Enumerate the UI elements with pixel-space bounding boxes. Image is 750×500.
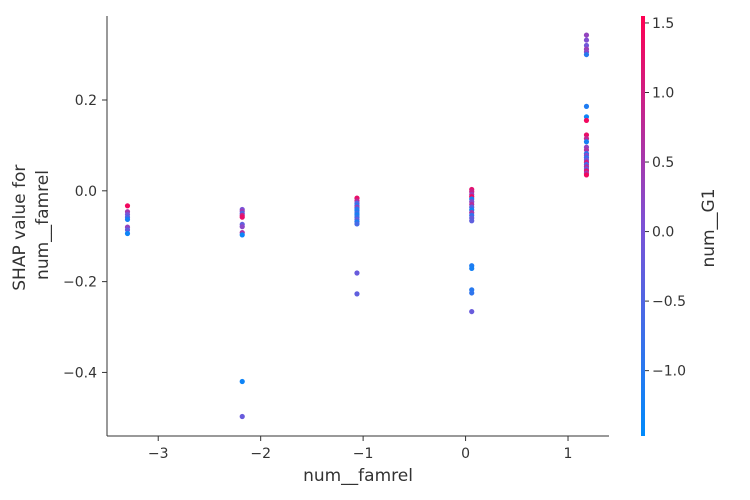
colorbar-tick-label: 0.0 — [652, 225, 674, 241]
x-tick-label: −1 — [353, 446, 374, 462]
scatter-points — [124, 32, 590, 420]
y-tick-label: 0.2 — [75, 93, 97, 109]
scatter-point — [583, 51, 590, 58]
scatter-point — [239, 214, 245, 220]
x-tick-label: −2 — [250, 446, 271, 462]
x-axis-label: num__famrel — [303, 466, 413, 486]
y-tick-label: 0.0 — [75, 184, 97, 200]
y-axis-label: SHAP value for num__famrel — [10, 159, 53, 290]
scatter-point — [583, 147, 590, 153]
y-axis-label-line-1: SHAP value for — [10, 165, 30, 291]
scatter-point — [354, 270, 360, 276]
scatter-point — [469, 290, 475, 296]
scatter-point — [239, 413, 245, 420]
scatter-point — [583, 103, 590, 109]
scatter-point — [124, 230, 131, 237]
colorbar-tick-label: 1.5 — [652, 16, 674, 32]
scatter-point — [583, 37, 590, 43]
colorbar-tick-label: −1.0 — [652, 364, 686, 380]
colorbar-tick-label: 0.5 — [652, 155, 674, 171]
scatter-point — [354, 221, 360, 227]
scatter-point — [239, 378, 245, 385]
scatter-point — [583, 117, 590, 124]
colorbar-gradient — [641, 16, 645, 436]
y-tick-label: −0.4 — [63, 365, 97, 381]
scatter-point — [583, 139, 590, 145]
scatter-point — [124, 227, 131, 233]
scatter-point — [469, 265, 475, 272]
scatter-point — [124, 216, 131, 223]
scatter-point — [583, 114, 590, 120]
scatter-point — [239, 232, 245, 238]
y-tick-label: −0.2 — [63, 275, 97, 291]
scatter-point — [469, 218, 475, 224]
colorbar-label: num__G1 — [699, 188, 719, 267]
scatter-point — [354, 291, 360, 297]
x-tick-label: −3 — [148, 446, 169, 462]
colorbar-tick-label: −0.5 — [652, 294, 686, 310]
scatter-point — [469, 308, 475, 315]
scatter-point — [583, 42, 590, 49]
y-axis-label-line-2: num__famrel — [33, 170, 53, 280]
scatter-point — [124, 203, 131, 209]
scatter-point — [583, 172, 590, 178]
axes: −3 −2 −1 0 1 −0.4 −0.2 0.0 0.2 — [63, 16, 609, 462]
colorbar: −1.0 −0.5 0.0 0.5 1.0 1.5 — [641, 16, 686, 436]
colorbar-tick-label: 1.0 — [652, 85, 674, 101]
scatter-point — [583, 132, 590, 138]
x-tick-label: 0 — [461, 446, 470, 462]
scatter-point — [239, 224, 245, 230]
scatter-point — [583, 32, 590, 38]
x-tick-label: 1 — [564, 446, 573, 462]
